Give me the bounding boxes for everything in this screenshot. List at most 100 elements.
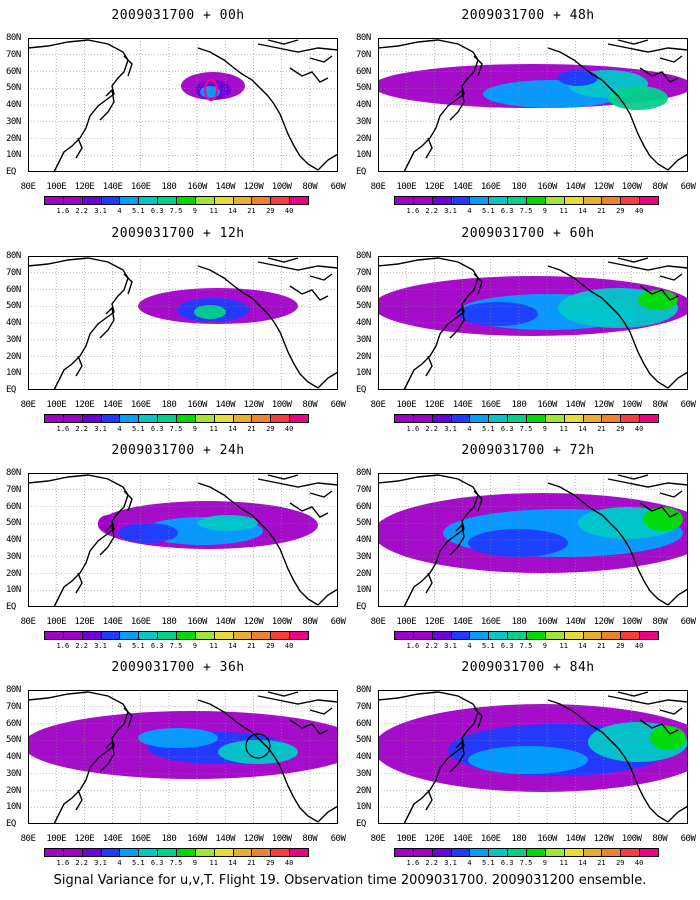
map-panel: 2009031700 + 48h 80N 70N 60N 50N 40N 30N 20N 10N… (356, 8, 698, 223)
coastline (267, 474, 299, 480)
coastline (309, 707, 333, 715)
colorbar-swatch (119, 631, 140, 640)
colorbar: 1.6 2.2 3.1 4 5.1 6.3 7.5 9 11 14 21 29 40 (394, 196, 659, 215)
coastline (197, 265, 275, 323)
panel-title: 2009031700 + 60h (461, 226, 595, 241)
longitude-label: 140E (102, 617, 123, 627)
colorbar-label: 1.6 (406, 859, 420, 867)
longitude-label: 140E (452, 400, 473, 410)
longitude-label: 100E (396, 400, 417, 410)
colorbar-label: 40 (634, 642, 644, 650)
latitude-label: 30N (6, 334, 21, 345)
coastline (473, 707, 483, 729)
longitude-label: 100W (271, 400, 292, 410)
colorbar-label: 9 (192, 642, 197, 650)
colorbar-swatch (251, 414, 272, 423)
coastline (123, 55, 133, 77)
coastline (273, 321, 319, 389)
colorbar-swatch (270, 631, 291, 640)
colorbar-label: 21 (597, 859, 606, 867)
colorbar-swatch (488, 848, 509, 857)
colorbar-swatch (119, 848, 140, 857)
colorbar-label: 9 (542, 859, 547, 867)
longitude-label: 160E (480, 182, 501, 192)
contour-outline (204, 79, 218, 101)
colorbar-swatch (563, 196, 584, 205)
latitude-label: 80N (6, 251, 21, 261)
longitude-label: 100W (621, 400, 642, 410)
colorbar-swatch (450, 414, 471, 423)
colorbar-label: 5.1 (481, 425, 495, 433)
coastline (123, 273, 133, 295)
longitude-label: 60W (330, 182, 346, 192)
colorbar-label: 4 (467, 425, 472, 433)
coastline (607, 261, 688, 271)
coastline (289, 502, 329, 518)
longitude-label: 100E (396, 834, 417, 844)
coastline (378, 474, 479, 607)
colorbar-swatch (62, 196, 83, 205)
colorbar-swatch (507, 414, 527, 423)
colorbar-label: 9 (542, 642, 547, 650)
colorbar-swatch (251, 631, 272, 640)
colorbar-label: 21 (597, 642, 606, 650)
colorbar-label: 40 (284, 859, 294, 867)
latitude-label: 80N (356, 33, 371, 43)
coastline (623, 538, 669, 606)
latitude-label: 50N (356, 83, 371, 94)
coastline (639, 285, 679, 301)
longitude-label: 140E (452, 617, 473, 627)
latitude-label: 80N (6, 33, 21, 43)
colorbar-swatch (251, 848, 272, 857)
coastline (317, 371, 338, 389)
coastline (267, 39, 299, 45)
latitude-label: 30N (356, 551, 371, 562)
latitude-label: 30N (356, 768, 371, 779)
coastline (667, 805, 688, 823)
colorbar-swatch (232, 848, 253, 857)
longitude-label: 120W (593, 617, 614, 627)
colorbar-swatch (213, 631, 234, 640)
coastline (75, 137, 83, 159)
longitude-label: 160E (130, 834, 151, 844)
colorbar-swatch (213, 848, 234, 857)
longitude-label: 100W (271, 834, 292, 844)
coastline (667, 588, 688, 606)
colorbar-swatch (507, 631, 527, 640)
latitude-label: 20N (6, 568, 21, 579)
colorbar-swatch (526, 631, 546, 640)
coastline (317, 588, 338, 606)
colorbar-swatch (620, 848, 641, 857)
longitude-label: 100W (621, 617, 642, 627)
longitude-label: 160W (187, 182, 207, 192)
colorbar-swatch (394, 848, 414, 857)
colorbar-label: 21 (247, 859, 256, 867)
longitude-label: 80E (20, 400, 36, 410)
latitude-label: 10N (356, 150, 371, 161)
coastline (425, 355, 433, 377)
longitude-label: 120W (593, 400, 614, 410)
coastline (617, 257, 649, 263)
coastline (667, 371, 688, 389)
colorbar-label: 7.5 (519, 207, 533, 215)
coastline (449, 88, 465, 121)
coastline (473, 273, 483, 295)
longitude-label: 160W (537, 400, 557, 410)
coastline (257, 43, 338, 53)
longitude-label: 160W (537, 182, 557, 192)
variance-plume (558, 70, 598, 86)
colorbar-swatch (232, 196, 253, 205)
colorbar-swatch (469, 414, 490, 423)
longitude-label: 80E (20, 617, 36, 627)
colorbar-label: 21 (597, 207, 606, 215)
coastline (99, 88, 115, 121)
colorbar-label: 29 (266, 642, 275, 650)
coastline (257, 478, 338, 488)
latitude-label: 50N (356, 735, 371, 746)
latitude-label: EQ (6, 385, 16, 395)
colorbar-label: 5.1 (131, 642, 145, 650)
variance-plume (650, 726, 686, 750)
panel-title: 2009031700 + 84h (461, 660, 595, 675)
longitude-label: 120E (424, 834, 445, 844)
variance-map (28, 38, 338, 172)
